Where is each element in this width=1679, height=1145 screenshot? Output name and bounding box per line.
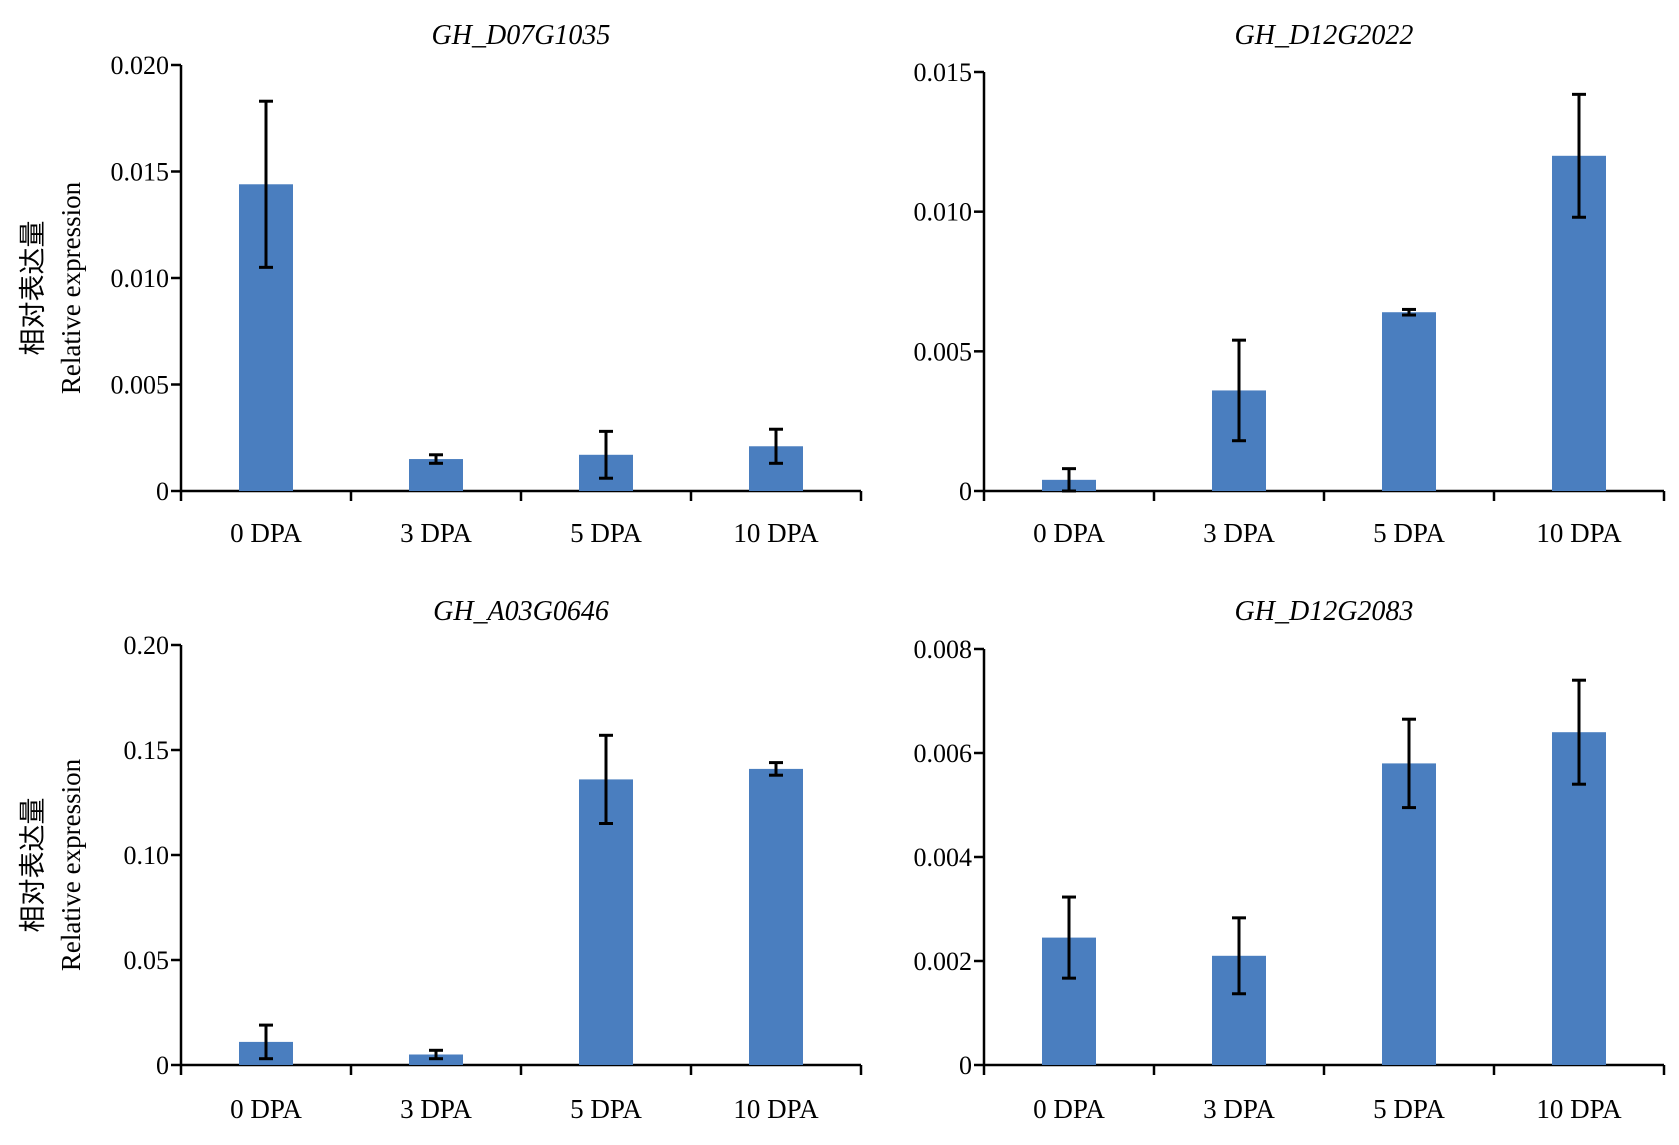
y-axis-label-en: Relative expression: [56, 181, 86, 394]
chart-panel-1: GH_D07G1035 0 0.005 0.010 0.015 0.020 0 DPA 3 D…: [18, 20, 863, 548]
bar-10-dpa: [749, 768, 803, 1065]
y-tick-label: 0.005: [111, 371, 170, 400]
y-tick-label: 0.006: [914, 739, 973, 768]
error-bar: [429, 453, 443, 465]
x-category-label: 3 DPA: [400, 518, 472, 548]
x-category-label: 5 DPA: [1373, 1094, 1445, 1124]
error-bar: [599, 733, 613, 825]
y-tick-label: 0.015: [914, 58, 973, 87]
x-category-label: 3 DPA: [1203, 1094, 1275, 1124]
chart-panel-3: GH_A03G0646 0 0.05 0.10 0.15 0.20 0 DPA 3 DPA 5 …: [18, 596, 863, 1124]
error-bar: [1062, 895, 1076, 980]
y-tick-label: 0.015: [111, 158, 170, 187]
y-tick-label: 0: [959, 477, 972, 506]
x-category-label: 3 DPA: [400, 1094, 472, 1124]
y-axis-label-cn: 相对表达量: [18, 798, 48, 933]
error-bar: [1402, 307, 1416, 317]
y-tick-label: 0.15: [124, 736, 170, 765]
x-category-label: 10 DPA: [733, 1094, 819, 1124]
y-tick-label: 0.010: [111, 264, 170, 293]
y-tick-label: 0: [156, 477, 169, 506]
error-bar: [1062, 467, 1076, 493]
chart-panel-2: GH_D12G2022 0 0.005 0.010 0.015 0 DPA 3 DPA 5 D…: [914, 20, 1666, 548]
bar-10-dpa: [1552, 732, 1606, 1065]
x-category-label: 3 DPA: [1203, 518, 1275, 548]
bar-5-dpa: [1382, 312, 1436, 491]
error-bar: [1232, 916, 1246, 996]
y-tick-label: 0.20: [124, 631, 170, 660]
y-tick-label: 0.008: [914, 635, 973, 664]
y-tick-label: 0.020: [111, 51, 170, 80]
y-axis-label-en: Relative expression: [56, 758, 86, 971]
y-tick-label: 0: [156, 1051, 169, 1080]
error-bar: [429, 1048, 443, 1061]
chart-title: GH_D12G2022: [1235, 20, 1414, 51]
error-bar: [259, 1023, 273, 1061]
error-bar: [769, 761, 783, 777]
error-bar: [1232, 338, 1246, 443]
bar-5-dpa: [1382, 763, 1436, 1065]
y-tick-label: 0.10: [124, 841, 170, 870]
x-category-label: 10 DPA: [1536, 518, 1622, 548]
x-category-label: 0 DPA: [1033, 1094, 1105, 1124]
error-bar: [769, 427, 783, 465]
x-category-label: 5 DPA: [570, 518, 642, 548]
error-bar: [1572, 92, 1586, 219]
chart-panel-4: GH_D12G2083 0 0.002 0.004 0.006 0.008 0 DPA 3 D…: [914, 596, 1666, 1124]
x-category-label: 0 DPA: [1033, 518, 1105, 548]
error-bar: [1572, 678, 1586, 786]
error-bar: [599, 429, 613, 480]
bar-5-dpa: [579, 779, 633, 1065]
x-category-label: 5 DPA: [1373, 518, 1445, 548]
error-bar: [1402, 717, 1416, 810]
y-tick-label: 0.010: [914, 198, 973, 227]
y-tick-label: 0.002: [914, 947, 973, 976]
x-category-label: 10 DPA: [1536, 1094, 1622, 1124]
x-category-label: 0 DPA: [230, 1094, 302, 1124]
y-tick-label: 0.005: [914, 337, 973, 366]
chart-title: GH_D07G1035: [432, 20, 611, 51]
chart-title: GH_A03G0646: [433, 596, 609, 627]
x-category-label: 10 DPA: [733, 518, 819, 548]
chart-title: GH_D12G2083: [1235, 596, 1414, 627]
error-bar: [259, 99, 273, 269]
x-category-label: 5 DPA: [570, 1094, 642, 1124]
y-axis-label-cn: 相对表达量: [18, 221, 48, 356]
x-category-label: 0 DPA: [230, 518, 302, 548]
y-tick-label: 0: [959, 1051, 972, 1080]
y-tick-label: 0.05: [124, 946, 170, 975]
y-tick-label: 0.004: [914, 843, 973, 872]
